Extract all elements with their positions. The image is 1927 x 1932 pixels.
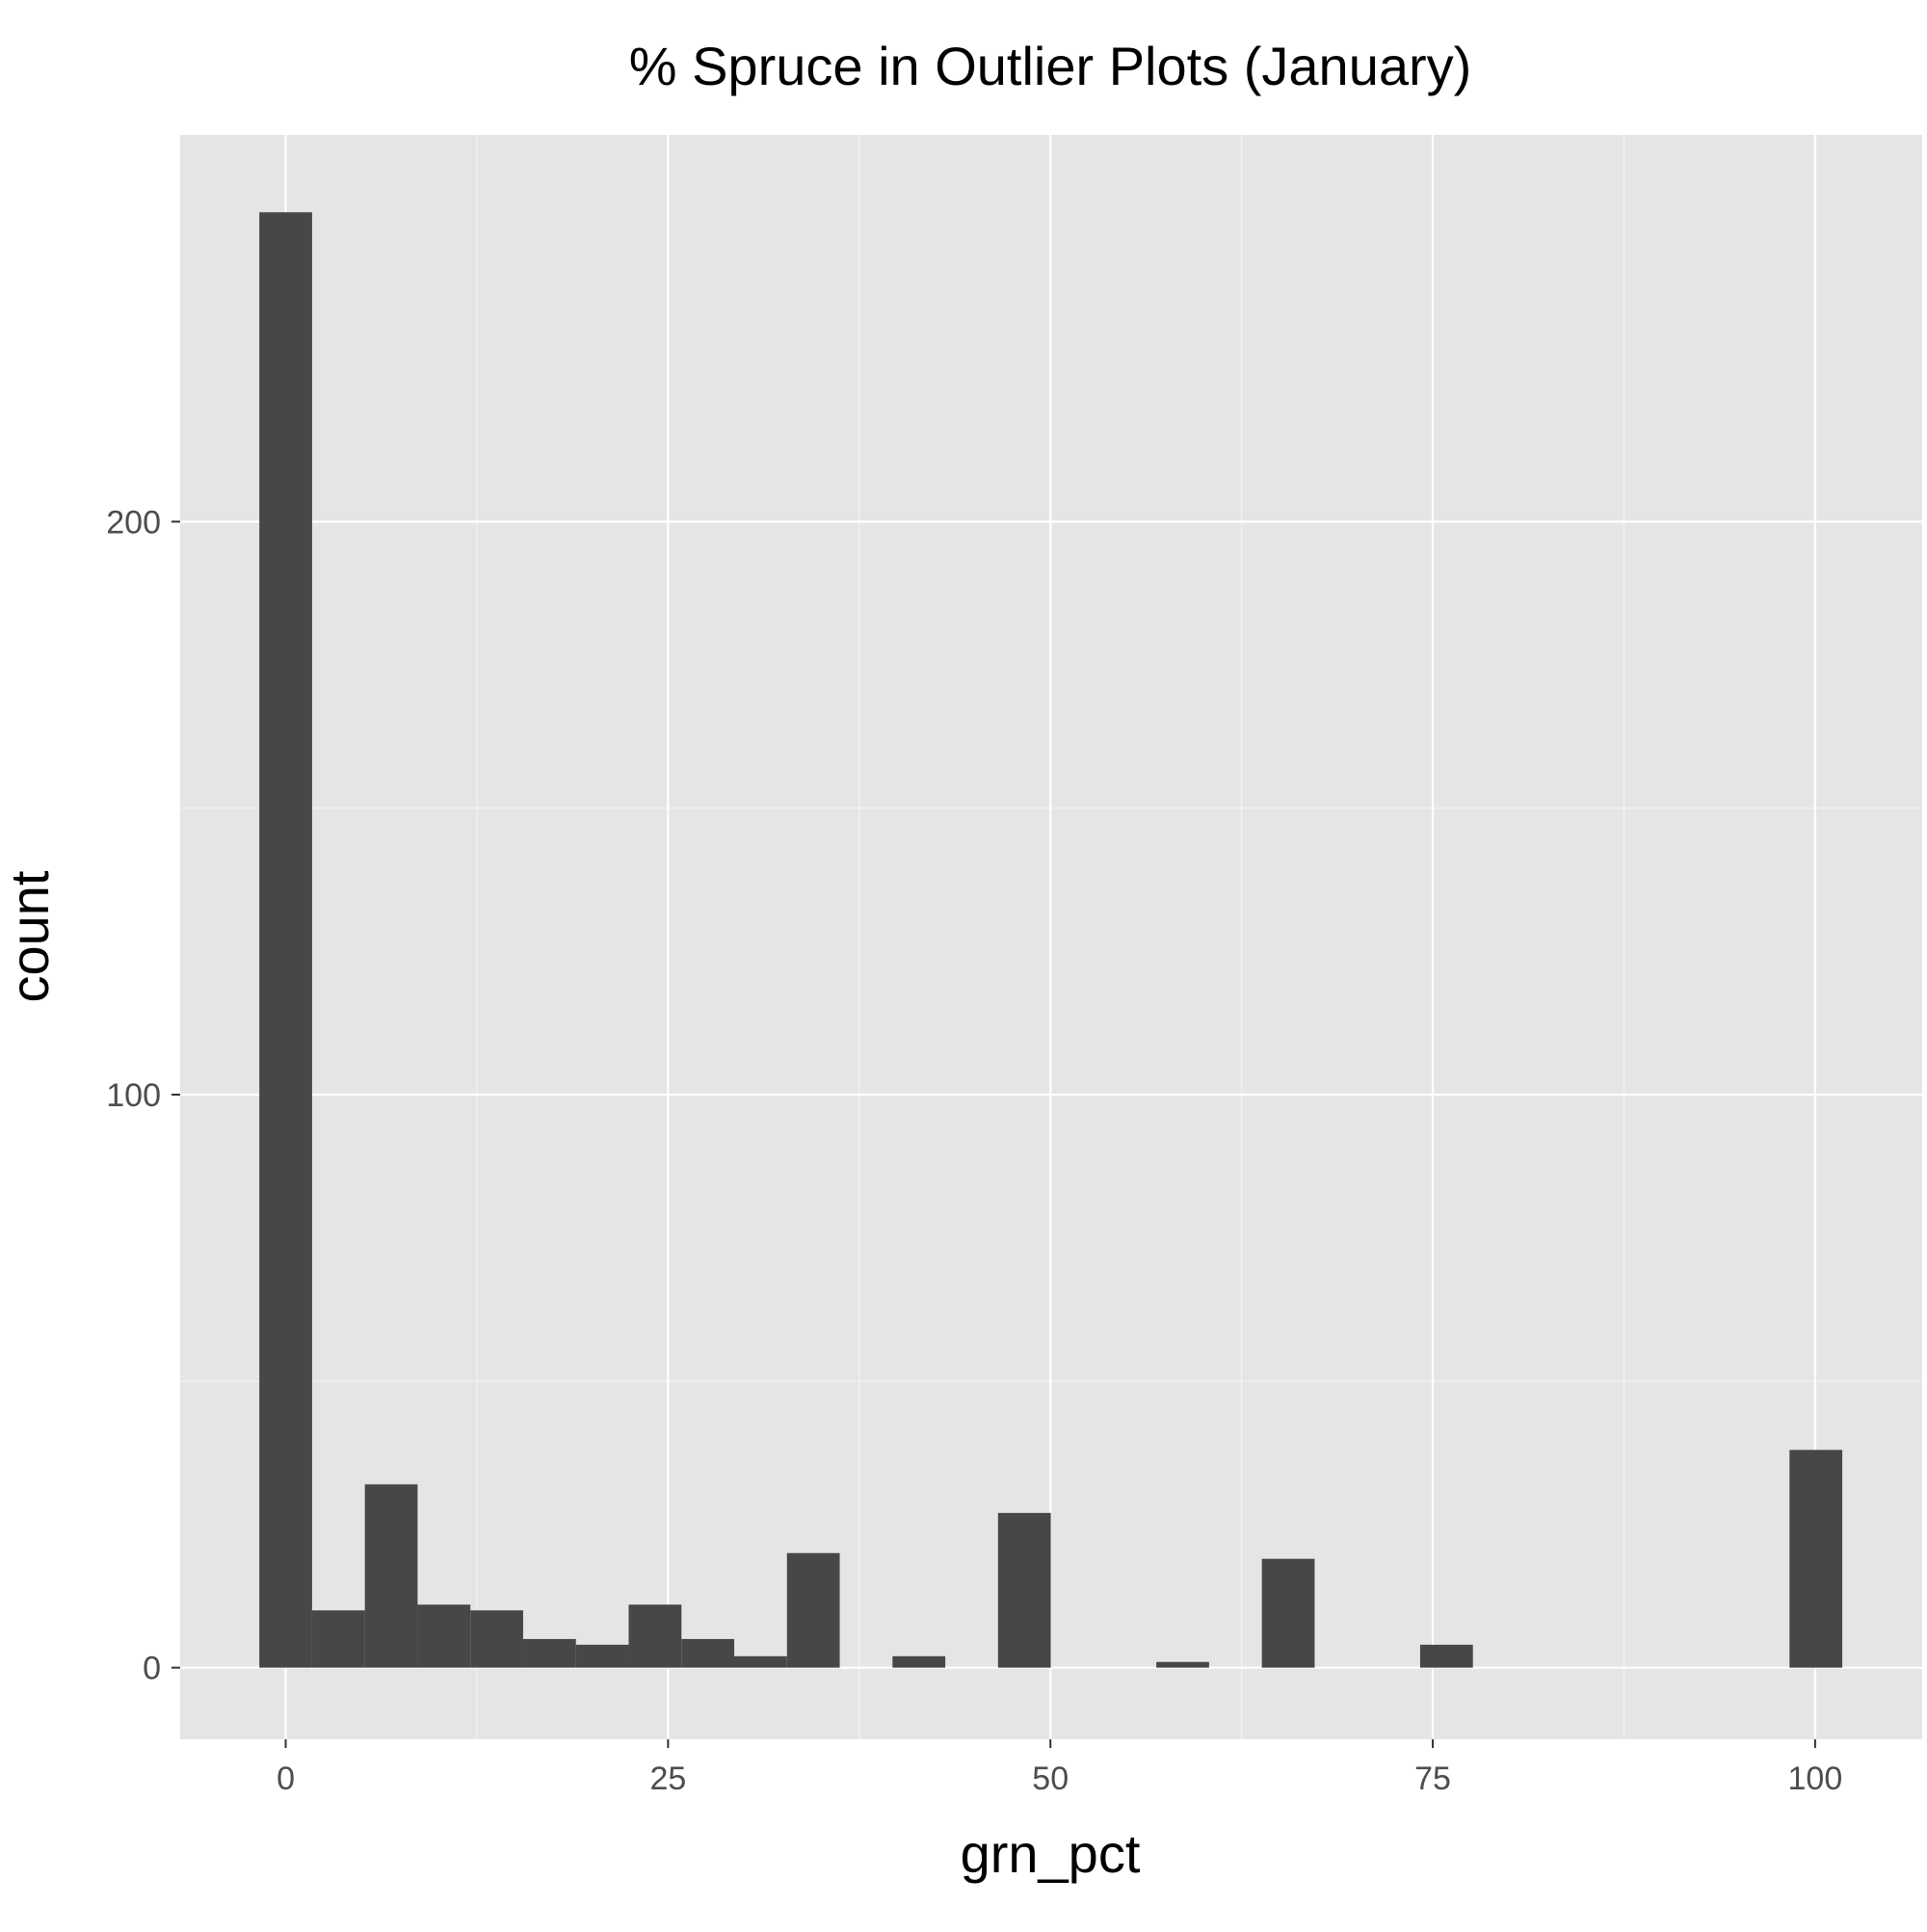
histogram-bar bbox=[311, 1610, 365, 1668]
histogram-bar bbox=[1156, 1661, 1209, 1668]
histogram-bar bbox=[259, 212, 312, 1668]
histogram-bar bbox=[1789, 1449, 1843, 1668]
histogram-bar bbox=[681, 1638, 735, 1668]
y-tick-label: 0 bbox=[143, 1651, 161, 1687]
histogram-bar bbox=[364, 1484, 418, 1668]
histogram-bar bbox=[417, 1604, 471, 1668]
x-axis-title: grn_pct bbox=[961, 1823, 1141, 1884]
y-tick-label: 100 bbox=[106, 1077, 161, 1114]
chart-title: % Spruce in Outlier Plots (January) bbox=[629, 36, 1472, 96]
x-tick-label: 50 bbox=[1032, 1760, 1069, 1797]
histogram-bar bbox=[1419, 1644, 1473, 1668]
histogram-bar bbox=[522, 1638, 576, 1668]
histogram-bar bbox=[470, 1610, 523, 1668]
x-tick-label: 100 bbox=[1788, 1760, 1843, 1797]
histogram-bar bbox=[997, 1513, 1051, 1668]
y-axis-title: count bbox=[0, 870, 60, 1002]
y-tick-label: 200 bbox=[106, 504, 161, 541]
histogram-bar bbox=[786, 1552, 840, 1668]
histogram-bar bbox=[1261, 1558, 1315, 1668]
plot-area: 0 25 50 75 100 0 100 200 bbox=[106, 135, 1922, 1797]
x-tick-label: 0 bbox=[277, 1760, 295, 1797]
histogram-bar bbox=[575, 1644, 629, 1668]
histogram-bar bbox=[892, 1655, 946, 1668]
histogram-bar bbox=[628, 1604, 682, 1668]
x-tick-label: 75 bbox=[1414, 1760, 1451, 1797]
histogram-bar bbox=[734, 1655, 787, 1668]
x-tick-label: 25 bbox=[649, 1760, 686, 1797]
